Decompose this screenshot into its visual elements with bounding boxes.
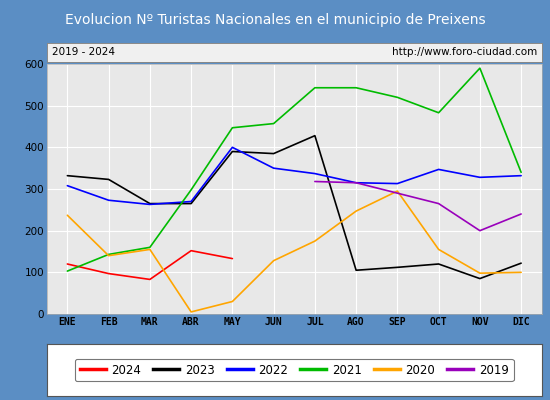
- Text: http://www.foro-ciudad.com: http://www.foro-ciudad.com: [392, 47, 537, 57]
- Text: 2019 - 2024: 2019 - 2024: [52, 47, 115, 57]
- Legend: 2024, 2023, 2022, 2021, 2020, 2019: 2024, 2023, 2022, 2021, 2020, 2019: [75, 359, 514, 381]
- Text: Evolucion Nº Turistas Nacionales en el municipio de Preixens: Evolucion Nº Turistas Nacionales en el m…: [65, 13, 485, 27]
